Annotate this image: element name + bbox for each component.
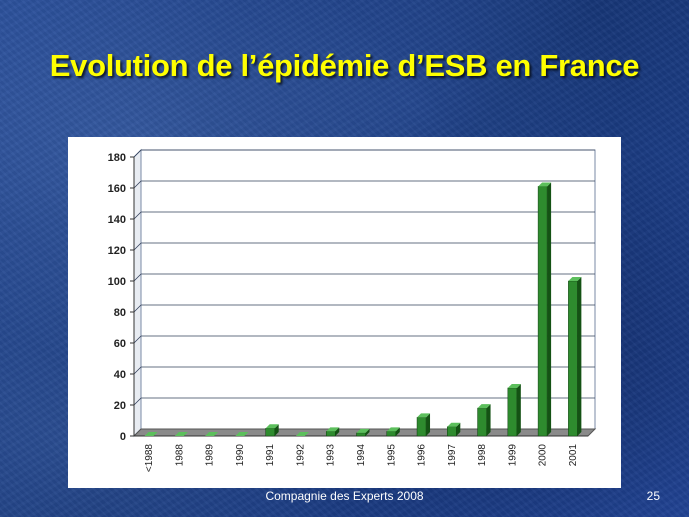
bar-front [356,432,366,437]
plot-side-wall [133,148,142,438]
bar-side [547,182,552,436]
page-number: 25 [646,489,660,503]
bar [386,427,400,437]
gridline-depth [133,242,142,251]
bar [205,432,219,436]
gridline-depth [133,211,142,220]
bar-front [416,417,427,437]
bar-top [174,432,188,436]
x-tick-label: 1994 [356,444,367,467]
gridline-depth [133,149,142,158]
gridline-depth [133,304,142,313]
bar-side [335,427,340,436]
bar-side [456,422,461,436]
bar-top [205,432,219,436]
bar-front [568,280,578,437]
bar [477,404,491,437]
x-tick-label: 1999 [507,444,518,467]
bar-side [516,383,521,436]
bar-top [295,432,309,436]
x-tick-label: 1988 [174,444,185,467]
bar-top [507,383,521,388]
bar-side [486,404,491,436]
y-tick-label: 180 [108,152,126,164]
y-tick-label: 20 [114,400,126,412]
x-tick-label: <1988 [144,444,155,473]
bar-top [417,413,431,418]
x-tick-label: 1990 [235,444,246,467]
y-tick-label: 60 [114,338,126,350]
bar [447,422,461,437]
bar-top [144,432,158,436]
bar [507,383,521,437]
bar-front [507,387,518,437]
bar-side [395,427,400,436]
bar-top [235,432,249,436]
bar-front [477,407,487,437]
bar [416,413,431,437]
y-tick-label: 100 [108,276,126,288]
x-tick-label: 1995 [386,444,397,467]
gridline-depth [133,335,142,344]
x-tick-label: 1997 [447,444,458,467]
y-tick-label: 40 [114,369,126,381]
x-tick-label: 1996 [417,444,428,467]
y-tick-label: 0 [120,431,126,443]
bar [265,424,279,437]
bar [295,432,309,436]
y-tick-label: 160 [108,183,126,195]
bar [568,277,582,437]
bar-top [386,427,400,432]
gridline-depth [133,273,142,282]
bar [356,428,370,437]
y-tick-label: 140 [108,214,126,226]
x-tick-label: 2000 [538,444,549,467]
bar-top [477,404,491,409]
bar-top [447,422,461,427]
y-tick-label: 80 [114,307,126,319]
bar-side [426,413,431,436]
bar [144,432,158,436]
bar [174,432,188,436]
x-tick-label: 1993 [326,444,337,467]
bar-chart: 0 20 40 60 80 100 120 140 160 180 <1988 1988 1989 199… [108,148,597,473]
gridline-depth [133,180,142,189]
x-tick-label: 2001 [568,444,579,467]
bar-top [568,277,582,281]
bar-side [274,424,279,436]
footer-text: Compagnie des Experts 2008 [265,489,424,503]
bar-front [537,186,548,437]
x-tick-label: 1998 [477,444,488,467]
bar-side [365,428,370,436]
plot-back-wall [140,149,596,430]
bar-side [577,277,582,436]
bar-top [326,427,340,432]
bar-top [538,182,552,187]
bar [537,182,552,437]
gridline-depth [133,366,142,375]
chart-panel: 0 20 40 60 80 100 120 140 160 180 <1988 1988 1989 199… [68,137,621,488]
bar-top [265,424,279,429]
x-tick-label: 1992 [295,444,306,467]
x-tick-label: 1989 [205,444,216,467]
x-tick-label: 1991 [265,444,276,467]
y-tick-label: 120 [108,245,126,257]
bar-front [386,431,397,437]
bar-front [265,428,275,437]
bar [235,432,249,436]
bar-front [447,426,457,437]
bar-front [325,431,336,437]
slide-title: Evolution de l’épidémie d’ESB en France [49,48,640,83]
bar [325,427,340,437]
gridline-depth [133,397,142,406]
bar-top [356,428,370,433]
